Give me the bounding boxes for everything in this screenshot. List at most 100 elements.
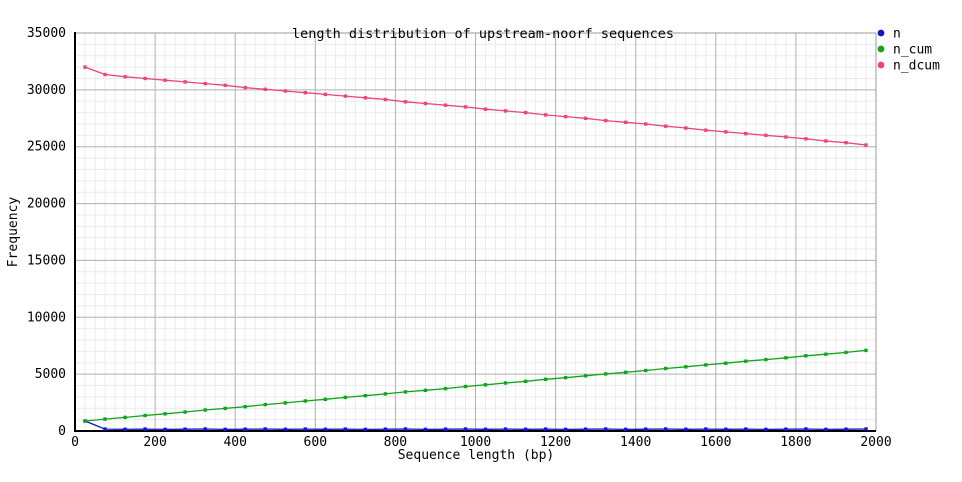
data-point: [103, 427, 107, 431]
data-point: [383, 97, 388, 102]
data-point: [383, 427, 388, 431]
data-point: [563, 114, 568, 119]
data-point: [604, 372, 608, 376]
data-point: [604, 118, 608, 123]
data-point: [864, 143, 868, 147]
data-point: [443, 103, 448, 107]
data-point: [604, 427, 608, 431]
x-tick-label: 1000: [460, 435, 491, 450]
data-point: [143, 427, 147, 431]
data-point: [323, 427, 327, 431]
data-point: [583, 374, 588, 378]
data-point: [664, 124, 668, 128]
data-point: [163, 427, 167, 432]
data-point: [443, 386, 448, 391]
data-point: [483, 107, 488, 111]
data-point: [523, 427, 528, 431]
data-point: [423, 427, 428, 432]
data-point: [123, 75, 127, 79]
data-point: [844, 350, 848, 355]
data-point: [483, 427, 488, 431]
data-point: [744, 427, 748, 431]
grid-major: [75, 32, 877, 431]
x-tick-label: 600: [304, 435, 327, 450]
data-point: [764, 427, 768, 432]
data-point: [644, 427, 648, 431]
data-point: [83, 65, 87, 69]
tick-labels: 0 200 400 600 800 1000 1200 1400 1600 1800 2000050…: [27, 26, 892, 450]
data-point: [503, 427, 508, 431]
data-point: [644, 122, 648, 126]
data-point: [423, 101, 428, 106]
x-tick-label: 1800: [780, 435, 811, 450]
data-point: [804, 427, 808, 431]
series-layer: [83, 65, 868, 432]
data-point: [263, 427, 267, 431]
y-tick-label: 0: [58, 424, 66, 439]
data-point: [363, 427, 368, 432]
data-point: [543, 427, 548, 431]
x-tick-label: 1600: [700, 435, 731, 450]
data-point: [483, 383, 488, 387]
data-point: [283, 89, 287, 93]
data-point: [223, 83, 227, 87]
data-point: [163, 412, 167, 416]
data-point: [183, 427, 187, 431]
y-tick-label: 25000: [27, 140, 66, 155]
data-point: [724, 361, 728, 365]
data-point: [203, 427, 207, 431]
data-point: [203, 81, 207, 86]
data-point: [263, 87, 267, 91]
data-point: [223, 406, 227, 411]
legend-item: n_cum: [877, 43, 932, 58]
data-point: [383, 392, 388, 396]
data-point: [784, 135, 788, 139]
chart-title: length distribution of upstream-noorf se…: [292, 26, 674, 42]
data-point: [403, 390, 408, 394]
data-point: [243, 405, 247, 409]
series-line-n_cum: [84, 349, 867, 422]
data-point: [724, 427, 728, 431]
y-axis-label: Frequency: [6, 197, 21, 268]
data-point: [784, 356, 788, 360]
data-point: [824, 352, 828, 356]
data-point: [744, 131, 748, 136]
series-line-n_dcum: [84, 66, 867, 146]
data-point: [844, 427, 848, 431]
data-point: [563, 427, 568, 432]
data-point: [423, 388, 428, 392]
data-point: [343, 427, 347, 431]
x-tick-label: 200: [143, 435, 166, 450]
data-point: [503, 381, 508, 385]
y-tick-label: 30000: [27, 83, 66, 98]
data-point: [303, 91, 307, 95]
data-point: [143, 413, 147, 418]
data-point: [583, 116, 588, 120]
data-point: [764, 357, 768, 362]
x-tick-label: 400: [223, 435, 246, 450]
data-point: [684, 126, 688, 130]
data-point: [283, 401, 287, 405]
data-point: [243, 427, 247, 431]
legend-label: n_cum: [893, 43, 932, 58]
y-tick-label: 15000: [27, 253, 66, 268]
legend-item: n: [877, 27, 901, 42]
legend-item: n_dcum: [877, 59, 940, 74]
y-tick-label: 20000: [27, 197, 66, 212]
series-points-n_dcum: [83, 65, 868, 147]
data-point: [724, 130, 728, 134]
data-point: [824, 427, 828, 432]
x-axis-label: Sequence length (bp): [398, 448, 555, 463]
y-tick-label: 5000: [35, 367, 66, 382]
data-point: [744, 359, 748, 363]
x-tick-label: 800: [384, 435, 407, 450]
plot-frame: [74, 32, 877, 432]
x-tick-label: 1200: [540, 435, 571, 450]
data-point: [824, 139, 828, 143]
data-point: [764, 133, 768, 137]
data-point: [123, 427, 127, 431]
legend-marker-n_dcum: [877, 61, 885, 69]
